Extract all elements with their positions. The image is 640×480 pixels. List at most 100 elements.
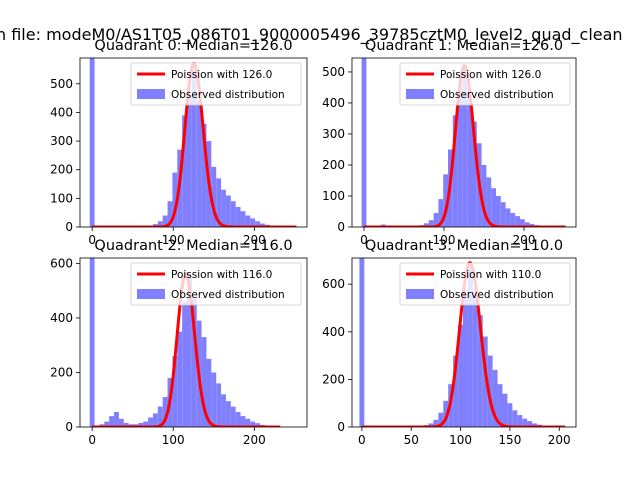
histogram-bar bbox=[510, 213, 516, 227]
histogram-bar bbox=[502, 393, 508, 427]
histogram-bar bbox=[433, 419, 439, 427]
histogram-bar bbox=[114, 412, 119, 427]
y-tick-label: 0 bbox=[65, 220, 73, 234]
histogram-bar bbox=[250, 218, 256, 227]
y-tick-label: 600 bbox=[322, 277, 345, 291]
legend: Poission with 126.0 Observed distribution bbox=[399, 62, 571, 106]
legend-bar-label: Observed distribution bbox=[440, 89, 554, 101]
histogram-bar bbox=[428, 220, 434, 227]
histogram-bar bbox=[453, 355, 459, 427]
histogram-bar bbox=[520, 219, 525, 227]
histogram-bar bbox=[143, 421, 149, 427]
legend: Poission with 116.0 Observed distribution bbox=[130, 262, 302, 306]
y-tick-label: 400 bbox=[322, 325, 345, 339]
axes-frame bbox=[79, 57, 308, 228]
y-tick-label: 0 bbox=[65, 420, 73, 434]
y-tick-label: 200 bbox=[322, 372, 345, 386]
legend-box bbox=[399, 262, 571, 306]
x-tick-label: 0 bbox=[88, 233, 96, 247]
histogram-bar bbox=[109, 416, 115, 427]
histogram-bar bbox=[230, 406, 236, 427]
histogram-bar bbox=[428, 423, 434, 427]
histogram-bar bbox=[512, 410, 518, 427]
histogram-bar bbox=[532, 423, 538, 427]
histogram-bar bbox=[138, 422, 144, 427]
histogram-bar bbox=[221, 189, 226, 227]
legend-bar-label: Observed distribution bbox=[171, 289, 285, 301]
y-tick-label: 500 bbox=[322, 65, 345, 79]
histogram-bar bbox=[463, 293, 468, 427]
histogram-bar bbox=[240, 211, 246, 227]
x-tick-label: 50 bbox=[404, 433, 419, 447]
y-tick-label: 0 bbox=[337, 420, 345, 434]
y-tick-label: 400 bbox=[322, 96, 345, 110]
histogram-bar bbox=[172, 356, 178, 427]
histogram-bar bbox=[438, 199, 444, 227]
histogram-bar bbox=[255, 221, 260, 227]
histogram-bar bbox=[177, 331, 183, 427]
legend-line-label: Poission with 126.0 bbox=[171, 69, 272, 81]
histogram-bar bbox=[492, 369, 498, 427]
legend-bar-swatch bbox=[137, 89, 165, 99]
histogram-bar bbox=[462, 65, 468, 227]
histogram-bar bbox=[457, 87, 463, 227]
y-tick-label: 200 bbox=[50, 163, 73, 177]
subplot-title: Quadrant 0: Median=126.0 bbox=[94, 38, 292, 54]
legend-line-label: Poission with 110.0 bbox=[440, 269, 541, 281]
histogram-bar bbox=[443, 174, 448, 227]
y-tick-label: 600 bbox=[50, 256, 73, 270]
histogram-bar bbox=[359, 258, 365, 427]
histogram-bar bbox=[361, 58, 367, 227]
histogram-bar bbox=[167, 201, 173, 227]
histogram-bar bbox=[477, 315, 483, 427]
histogram-bar bbox=[452, 115, 458, 227]
histogram-bar bbox=[255, 423, 260, 427]
histogram-bar bbox=[206, 358, 212, 427]
histogram-bar bbox=[235, 206, 241, 227]
histogram-bar bbox=[472, 121, 477, 227]
y-tick-label: 400 bbox=[50, 311, 73, 325]
histogram-bar bbox=[230, 201, 236, 227]
y-tick-label: 300 bbox=[50, 134, 73, 148]
histogram-bar bbox=[89, 58, 95, 227]
y-tick-label: 100 bbox=[322, 189, 345, 203]
histogram-bar bbox=[497, 384, 503, 427]
histogram-bar bbox=[433, 213, 439, 227]
y-tick-label: 100 bbox=[50, 191, 73, 205]
histogram-bar bbox=[216, 178, 222, 227]
histogram-bar bbox=[496, 195, 501, 227]
histogram-bar bbox=[245, 418, 251, 427]
figure-title: n file: modeM0/AS1T05_086T01_9000005496_… bbox=[0, 25, 623, 45]
histogram-bar bbox=[443, 400, 449, 427]
x-tick-label: 0 bbox=[88, 433, 96, 447]
histogram-bar bbox=[118, 418, 124, 427]
histogram-bar bbox=[225, 195, 231, 227]
histogram-bar bbox=[235, 412, 241, 427]
histogram-bar bbox=[424, 223, 429, 227]
legend: Poission with 110.0 Observed distribution bbox=[399, 262, 571, 306]
histogram-bar bbox=[162, 215, 168, 227]
subplot-3: 0 50 100 150 200 0 200 400 600 Quadrant 3: Median… bbox=[322, 238, 577, 447]
subplot-title: Quadrant 3: Median=110.0 bbox=[365, 238, 563, 254]
histogram-bar bbox=[507, 403, 513, 427]
histogram-bar bbox=[472, 291, 478, 427]
histogram-bar bbox=[157, 221, 163, 227]
x-tick-label: 0 bbox=[360, 233, 368, 247]
subplot-title: Quadrant 2: Median=116.0 bbox=[94, 238, 292, 254]
y-tick-label: 300 bbox=[322, 127, 345, 141]
histogram-bar bbox=[221, 394, 226, 427]
histogram-bar bbox=[211, 372, 217, 427]
legend-box bbox=[130, 262, 302, 306]
subplot-title: Quadrant 1: Median=126.0 bbox=[365, 38, 563, 54]
legend-bar-label: Observed distribution bbox=[171, 89, 285, 101]
histogram-bar bbox=[211, 166, 217, 227]
histogram-bar bbox=[482, 336, 488, 427]
histogram-bar bbox=[152, 413, 158, 427]
histogram-bar bbox=[201, 337, 207, 427]
x-tick-label: 0 bbox=[358, 433, 366, 447]
histogram-bar bbox=[515, 216, 520, 227]
histogram-bar bbox=[522, 418, 528, 427]
histogram-bar bbox=[481, 164, 487, 227]
x-tick-label: 200 bbox=[513, 233, 536, 247]
